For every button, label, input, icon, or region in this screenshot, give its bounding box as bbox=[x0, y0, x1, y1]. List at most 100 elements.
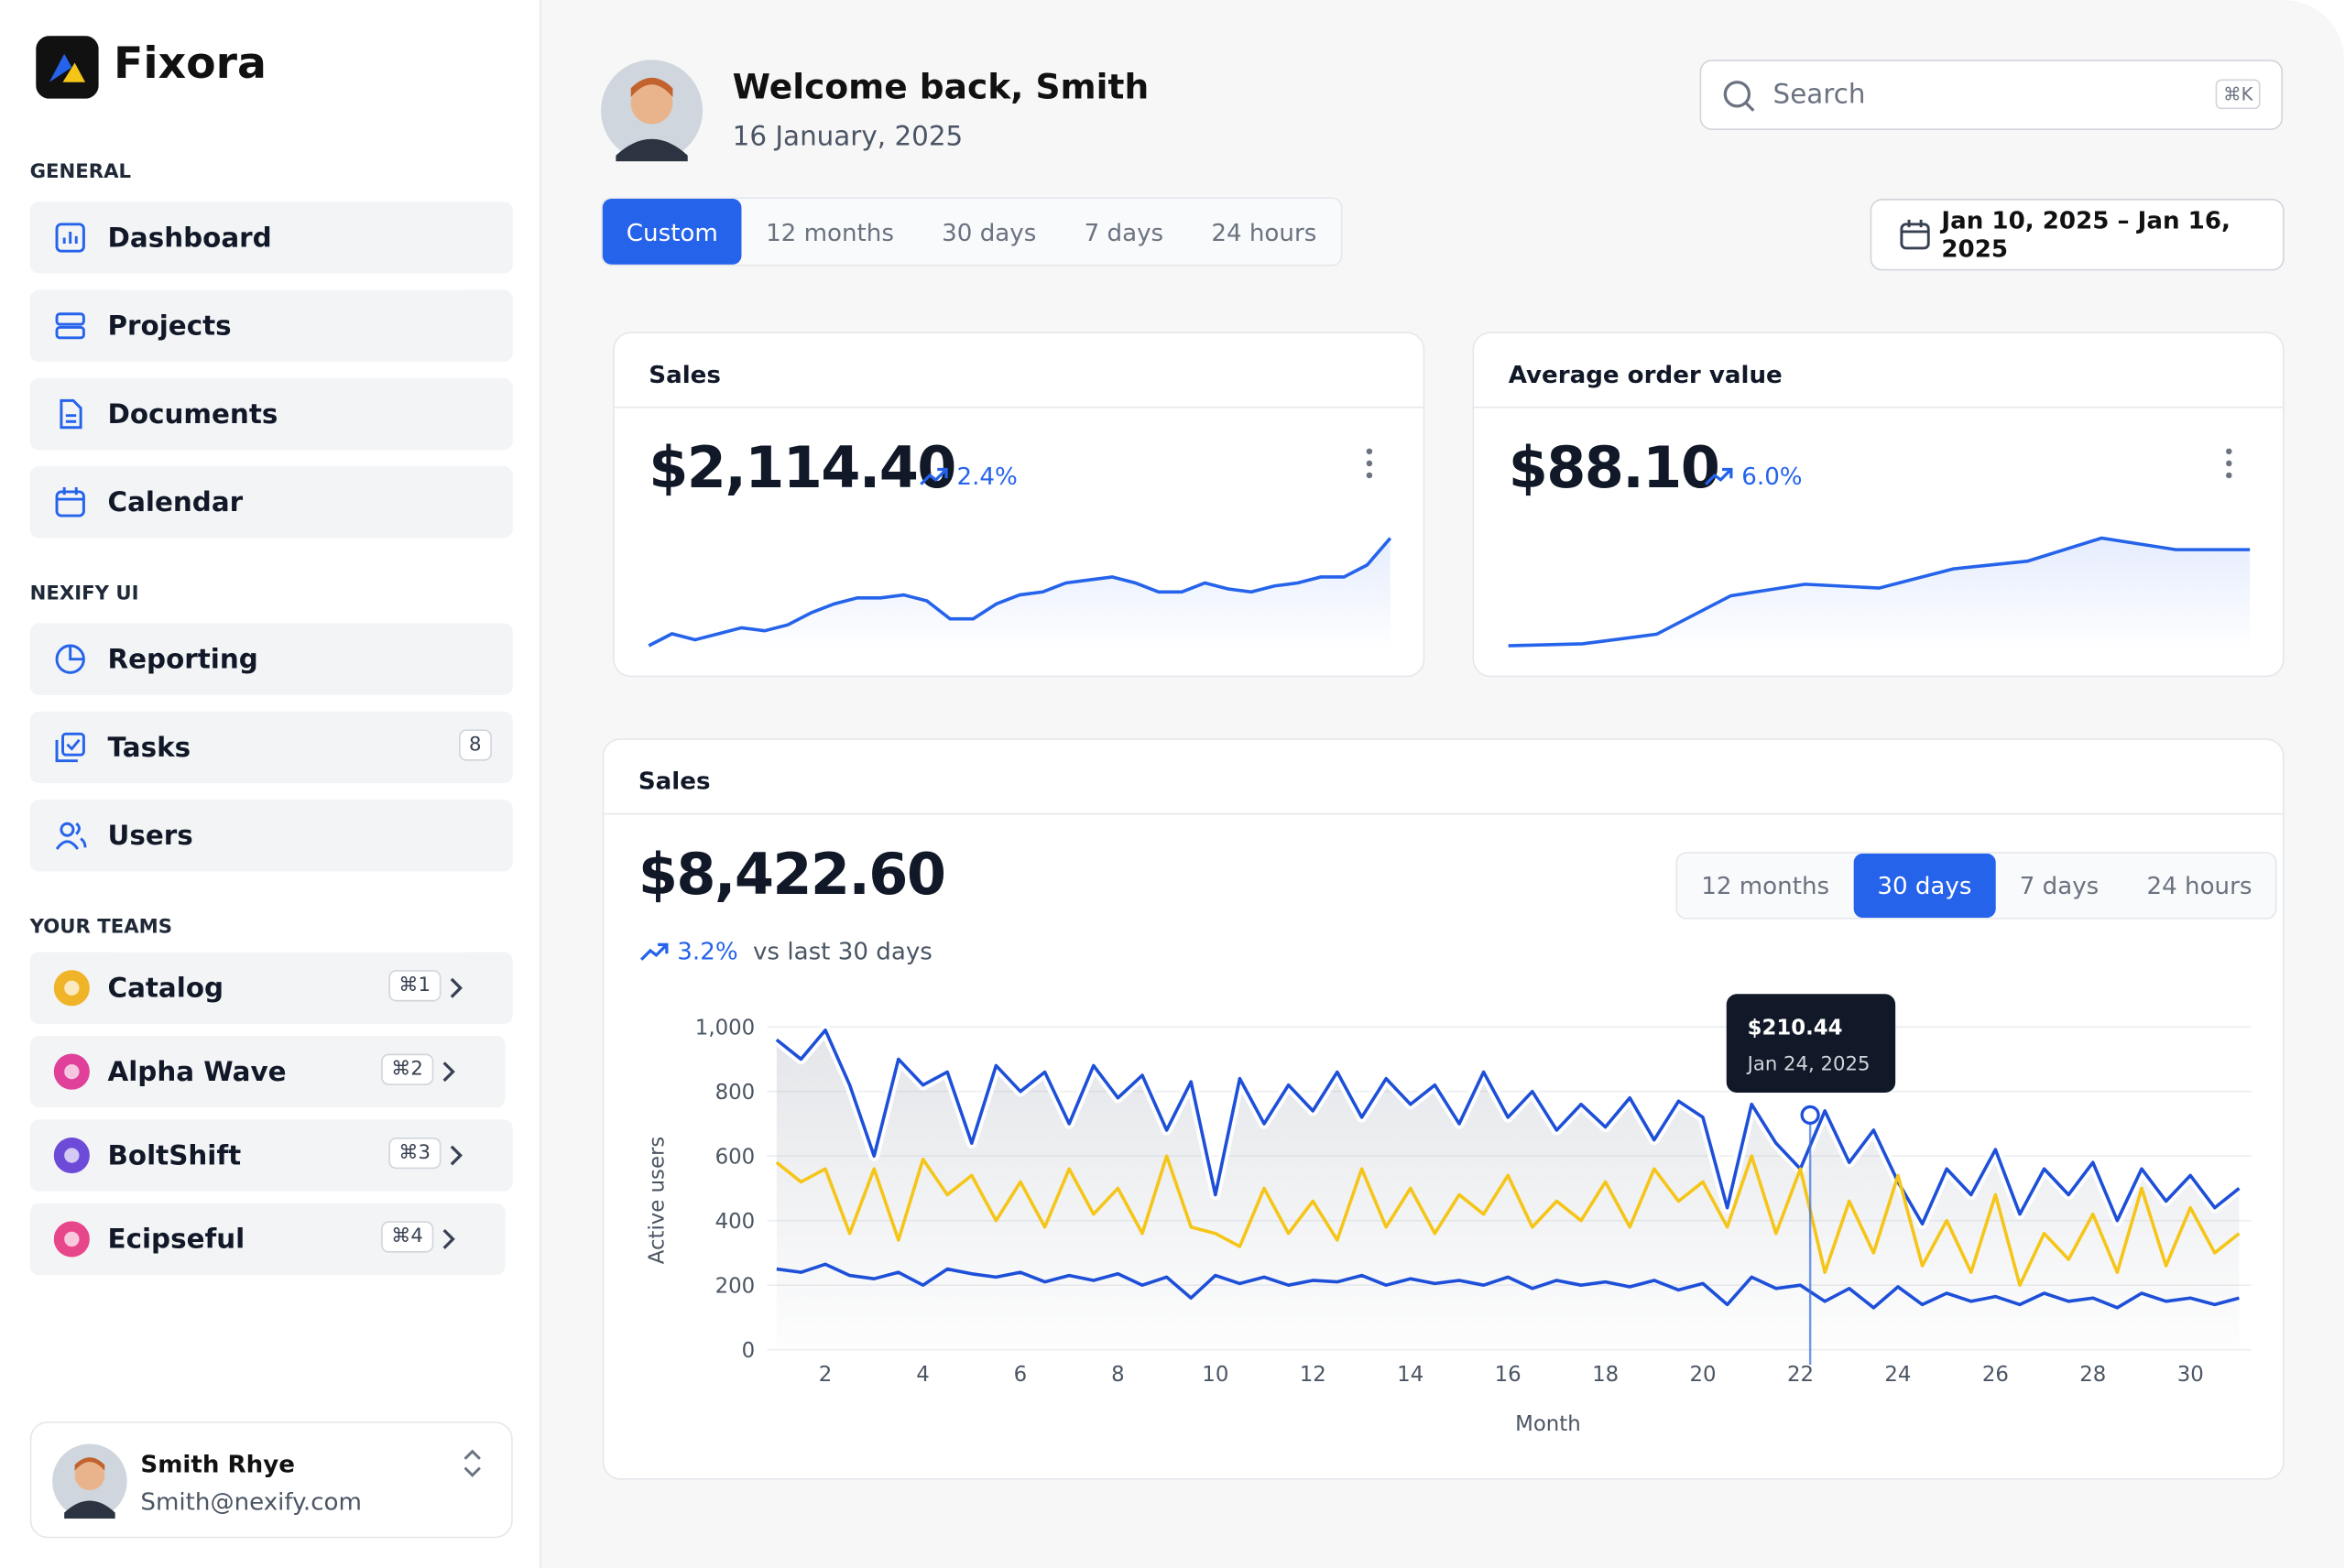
welcome: Welcome back, Smith bbox=[732, 69, 1150, 108]
x-tick-label: 30 bbox=[2177, 1363, 2204, 1387]
team-item[interactable]: Ecipseful ⌘4 bbox=[29, 1203, 506, 1276]
user-email: Smith@nexify.com bbox=[140, 1486, 362, 1516]
sparkline bbox=[648, 537, 1392, 652]
chart-total: $8,422.60 bbox=[638, 841, 946, 908]
team-icon bbox=[53, 1137, 90, 1174]
nav-item[interactable]: Projects bbox=[29, 289, 513, 362]
x-tick-label: 10 bbox=[1202, 1363, 1228, 1387]
tab[interactable]: 7 days bbox=[2019, 871, 2100, 900]
expand-icon bbox=[464, 1449, 481, 1477]
search-icon bbox=[1723, 81, 1755, 112]
nav-item[interactable]: Documents bbox=[29, 377, 513, 451]
nav-section: NEXIFY UI Reporting Tasks 8 Users bbox=[29, 583, 513, 887]
tab[interactable]: 7 days bbox=[1084, 217, 1164, 246]
calendar-icon bbox=[1900, 219, 1930, 250]
card-change: 2.4% bbox=[918, 462, 1018, 490]
chart-change: 3.2% vs last 30 days bbox=[638, 937, 933, 965]
nav-label: Projects bbox=[107, 310, 232, 342]
chart-title: Sales bbox=[604, 740, 2284, 815]
tab[interactable]: Custom bbox=[602, 199, 742, 265]
tab[interactable]: 12 months bbox=[1701, 871, 1830, 900]
more-icon[interactable] bbox=[2223, 447, 2235, 480]
team-dot-inner bbox=[64, 1148, 80, 1163]
x-tick-label: 14 bbox=[1397, 1363, 1423, 1387]
sparkline-area bbox=[1508, 538, 2251, 652]
tab[interactable]: 24 hours bbox=[1211, 217, 1317, 246]
chart-card: Sales $8,422.60 3.2% vs last 30 days 12 … bbox=[602, 738, 2285, 1480]
tab[interactable]: 12 months bbox=[766, 217, 894, 246]
nav-section: GENERAL Dashboard Projects Documents Calenda… bbox=[29, 161, 513, 554]
change-label: vs last 30 days bbox=[752, 937, 933, 966]
series-line bbox=[775, 1154, 2241, 1287]
sparkline-line bbox=[648, 537, 1392, 648]
y-tick-label: 1,000 bbox=[695, 1016, 755, 1040]
y-tick-label: 800 bbox=[715, 1081, 756, 1105]
trend-icon bbox=[1704, 466, 1733, 485]
nav-item[interactable]: Users bbox=[29, 800, 513, 872]
x-tick-label: 8 bbox=[1111, 1363, 1125, 1387]
team-name: Alpha Wave bbox=[107, 1056, 287, 1088]
change-value: 6.0% bbox=[1741, 462, 1803, 491]
trend-icon bbox=[639, 942, 669, 961]
x-axis-label: Month bbox=[1515, 1412, 1581, 1436]
search-box[interactable]: Search ⌘K bbox=[1699, 60, 2284, 130]
trend-icon bbox=[920, 466, 948, 485]
nav-label: Users bbox=[107, 820, 193, 852]
x-tick-label: 16 bbox=[1495, 1363, 1522, 1387]
nav-icon bbox=[55, 487, 85, 517]
nav-item[interactable]: Dashboard bbox=[29, 201, 513, 274]
nav-label: Reporting bbox=[107, 643, 258, 675]
x-tick-label: 26 bbox=[1982, 1363, 2009, 1387]
team-name: Catalog bbox=[107, 972, 224, 1004]
chevron bbox=[450, 1145, 463, 1166]
chart-tabs: 12 months 30 days 7 days 24 hours bbox=[1675, 852, 2278, 920]
tab[interactable]: 30 days bbox=[942, 217, 1037, 246]
y-tick-label: 0 bbox=[742, 1339, 756, 1363]
date: 16 January, 2025 bbox=[732, 121, 964, 153]
hover-point bbox=[1800, 1105, 1820, 1126]
avatar bbox=[601, 60, 704, 162]
team-item[interactable]: BoltShift ⌘3 bbox=[29, 1119, 513, 1192]
metric-card: Average order value $88.10 6.0% bbox=[1472, 332, 2285, 678]
nav-item[interactable]: Calendar bbox=[29, 466, 513, 539]
x-tick-label: 18 bbox=[1592, 1363, 1619, 1387]
team-shortcut: ⌘4 bbox=[380, 1221, 434, 1253]
team-dot-inner bbox=[64, 980, 80, 996]
y-tick-label: 200 bbox=[715, 1274, 756, 1298]
series-line bbox=[776, 1262, 2240, 1310]
y-tick-label: 400 bbox=[715, 1210, 756, 1234]
chevron bbox=[450, 977, 463, 998]
sparkline-line bbox=[1508, 536, 2251, 648]
search-placeholder: Search bbox=[1772, 79, 1866, 111]
card-change: 6.0% bbox=[1703, 462, 1803, 490]
tab[interactable]: 24 hours bbox=[2146, 871, 2252, 900]
nav-icon bbox=[55, 644, 85, 674]
section-title: NEXIFY UI bbox=[29, 583, 139, 605]
nav-label: Dashboard bbox=[107, 222, 272, 254]
nav-label: Documents bbox=[107, 397, 278, 430]
nav-item[interactable]: Tasks 8 bbox=[29, 711, 513, 784]
user-card[interactable]: Smith Rhye Smith@nexify.com bbox=[29, 1421, 513, 1539]
nav-item[interactable]: Reporting bbox=[29, 623, 513, 695]
tooltip-date: Jan 24, 2025 bbox=[1746, 1053, 1871, 1076]
tooltip-box bbox=[1726, 994, 1896, 1093]
change-value: 3.2% bbox=[677, 937, 738, 966]
card-value: $88.10 bbox=[1508, 434, 1720, 501]
area bbox=[776, 1029, 2240, 1350]
user-name: Smith Rhye bbox=[140, 1450, 295, 1479]
section-title: GENERAL bbox=[29, 161, 132, 184]
x-tick-label: 24 bbox=[1884, 1363, 1911, 1387]
team-item[interactable]: Alpha Wave ⌘2 bbox=[29, 1035, 506, 1108]
tab[interactable]: 30 days bbox=[1853, 853, 1996, 919]
team-name: BoltShift bbox=[107, 1139, 242, 1171]
chevron bbox=[442, 1228, 455, 1249]
nav-icon bbox=[55, 312, 85, 340]
x-tick-label: 28 bbox=[2079, 1363, 2106, 1387]
team-item[interactable]: Catalog ⌘1 bbox=[29, 952, 513, 1024]
nav-icon bbox=[55, 223, 85, 253]
date-range-button[interactable]: Jan 10, 2025 – Jan 16, 2025 bbox=[1870, 199, 2285, 271]
y-axis-label: Active users bbox=[646, 1137, 670, 1265]
brand: Fixora bbox=[114, 37, 267, 89]
more-icon[interactable] bbox=[1363, 447, 1375, 480]
